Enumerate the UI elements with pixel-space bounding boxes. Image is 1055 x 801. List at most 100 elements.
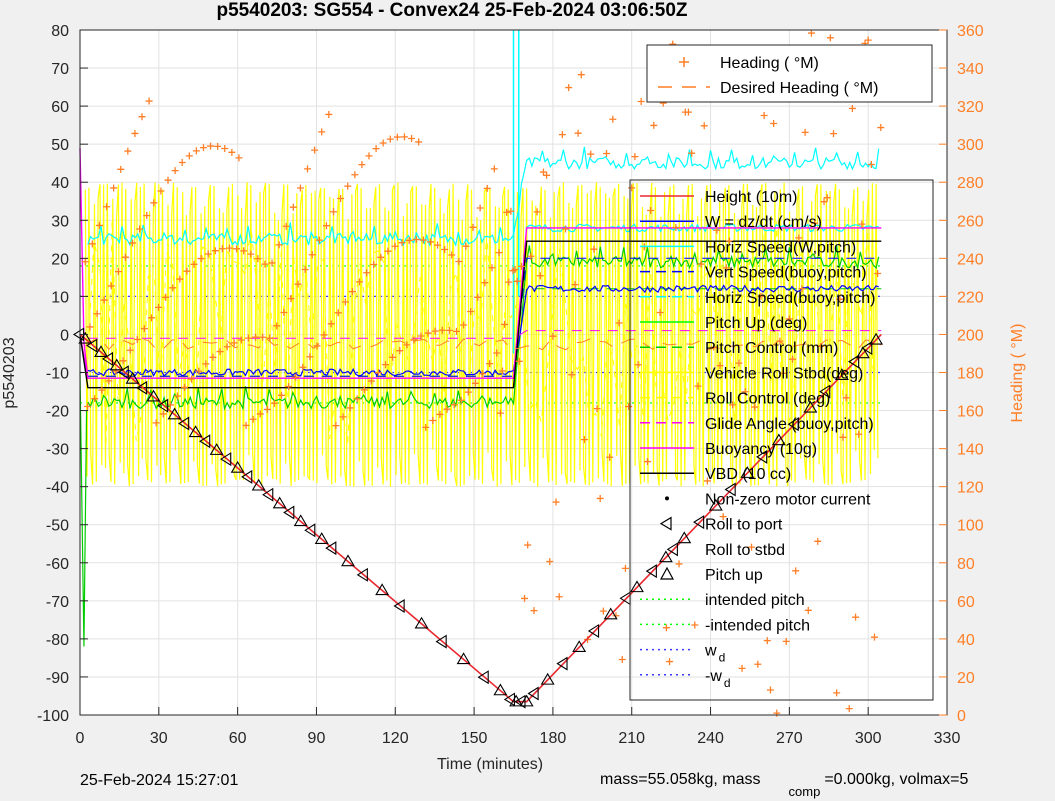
heading-marker <box>214 142 222 150</box>
y-tick-label: -40 <box>46 480 69 497</box>
heading-marker <box>207 142 215 150</box>
footer-mass-prefix: mass=55.058kg, mass <box>600 771 761 788</box>
heading-marker <box>424 329 432 337</box>
heading-marker <box>114 268 122 276</box>
heading-marker <box>252 333 260 341</box>
heading-marker <box>488 264 496 272</box>
heading-marker <box>631 153 639 161</box>
heading-marker <box>415 138 423 146</box>
heading-marker <box>700 122 708 130</box>
legend-label-sub: d <box>724 676 731 690</box>
heading-marker <box>593 405 601 413</box>
heading-marker <box>107 282 115 290</box>
heading-marker <box>242 421 250 429</box>
motor-marker <box>341 554 355 567</box>
pitch-start-spike <box>79 372 88 647</box>
heading-marker <box>748 543 756 551</box>
heading-marker <box>431 327 439 335</box>
motor-marker <box>262 487 274 502</box>
motor-marker <box>283 505 295 520</box>
heading-marker <box>855 430 863 438</box>
heading-marker <box>760 112 768 120</box>
vehicle-roll-series <box>87 221 874 447</box>
heading-marker <box>256 410 264 418</box>
motor-marker <box>393 598 405 613</box>
heading-marker <box>382 361 390 369</box>
heading-marker <box>117 165 125 173</box>
heading-marker <box>341 298 349 306</box>
heading-marker <box>450 401 458 409</box>
y-tick-label: 40 <box>51 175 69 192</box>
buoyancy-series <box>79 227 882 379</box>
heading-marker <box>571 281 579 289</box>
heading-marker <box>688 149 696 157</box>
heading-marker <box>93 310 101 318</box>
legend-label: Roll Control (deg) <box>705 391 830 408</box>
heading-marker <box>524 541 532 549</box>
legend-heading-swatch <box>679 57 689 67</box>
heading-marker <box>770 120 778 128</box>
heading-marker <box>811 219 819 227</box>
x-tick-label: 270 <box>776 730 803 747</box>
motor-marker <box>136 380 148 395</box>
heading-marker <box>820 198 828 206</box>
heading-marker <box>587 150 595 158</box>
motor-marker <box>209 443 224 455</box>
heading-marker <box>549 332 557 340</box>
heading-marker <box>365 152 373 160</box>
heading-marker <box>543 171 551 179</box>
legend-swatch <box>659 516 672 531</box>
heading-marker <box>713 226 721 234</box>
heading-marker <box>757 292 765 300</box>
heading-marker <box>858 220 866 228</box>
heading-marker <box>590 245 598 253</box>
heading-marker <box>467 307 475 315</box>
heading-marker <box>460 321 468 329</box>
heading-marker <box>386 135 394 143</box>
heading-marker <box>533 208 541 216</box>
y-tick-label: -20 <box>46 404 69 421</box>
heading-marker <box>339 413 347 421</box>
heading-marker <box>325 110 333 118</box>
legend-label: Height (10m) <box>705 189 797 206</box>
legend-label: w <box>704 643 717 660</box>
y-tick-label: 80 <box>51 23 69 40</box>
glide-angle-series <box>87 330 882 339</box>
heading-marker <box>804 606 812 614</box>
heading-marker <box>417 332 425 340</box>
y2-tick-label: 300 <box>957 137 984 154</box>
heading-marker <box>261 260 269 268</box>
legend-heading: Heading ( °M) Desired Heading ( °M) <box>646 44 933 103</box>
y2-tick-label: 220 <box>957 289 984 306</box>
motor-marker <box>861 341 873 356</box>
motor-marker <box>456 652 471 665</box>
x-tick-label: 90 <box>308 730 326 747</box>
heading-marker <box>334 309 342 317</box>
y2-tick-label: 40 <box>957 632 975 649</box>
x-tick-label: 330 <box>934 730 961 747</box>
legend-heading-label: Heading ( °M) <box>720 55 819 72</box>
heading-marker <box>842 394 850 402</box>
heading-marker <box>377 253 385 261</box>
heading-marker <box>634 361 642 369</box>
heading-marker <box>188 375 196 383</box>
y2-tick-label: 180 <box>957 366 984 383</box>
motor-marker <box>740 466 755 478</box>
heading-marker <box>95 221 103 229</box>
heading-marker <box>546 558 554 566</box>
y-tick-label: -10 <box>46 366 69 383</box>
heading-marker <box>410 336 418 344</box>
heading-marker <box>230 339 238 347</box>
legend-main-box <box>629 179 934 701</box>
heading-marker <box>565 84 573 92</box>
heading-marker <box>263 405 271 413</box>
x-tick-label: 240 <box>697 730 724 747</box>
motor-marker <box>527 686 539 701</box>
motor-marker <box>848 354 860 369</box>
y2-tick-label: 260 <box>957 213 984 230</box>
heading-marker <box>684 108 692 116</box>
heading-marker <box>162 293 170 301</box>
heading-marker <box>384 247 392 255</box>
motor-marker <box>787 417 799 432</box>
